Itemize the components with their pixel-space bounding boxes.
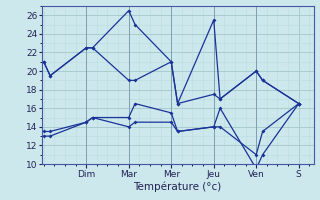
X-axis label: Température (°c): Température (°c) <box>133 181 222 192</box>
